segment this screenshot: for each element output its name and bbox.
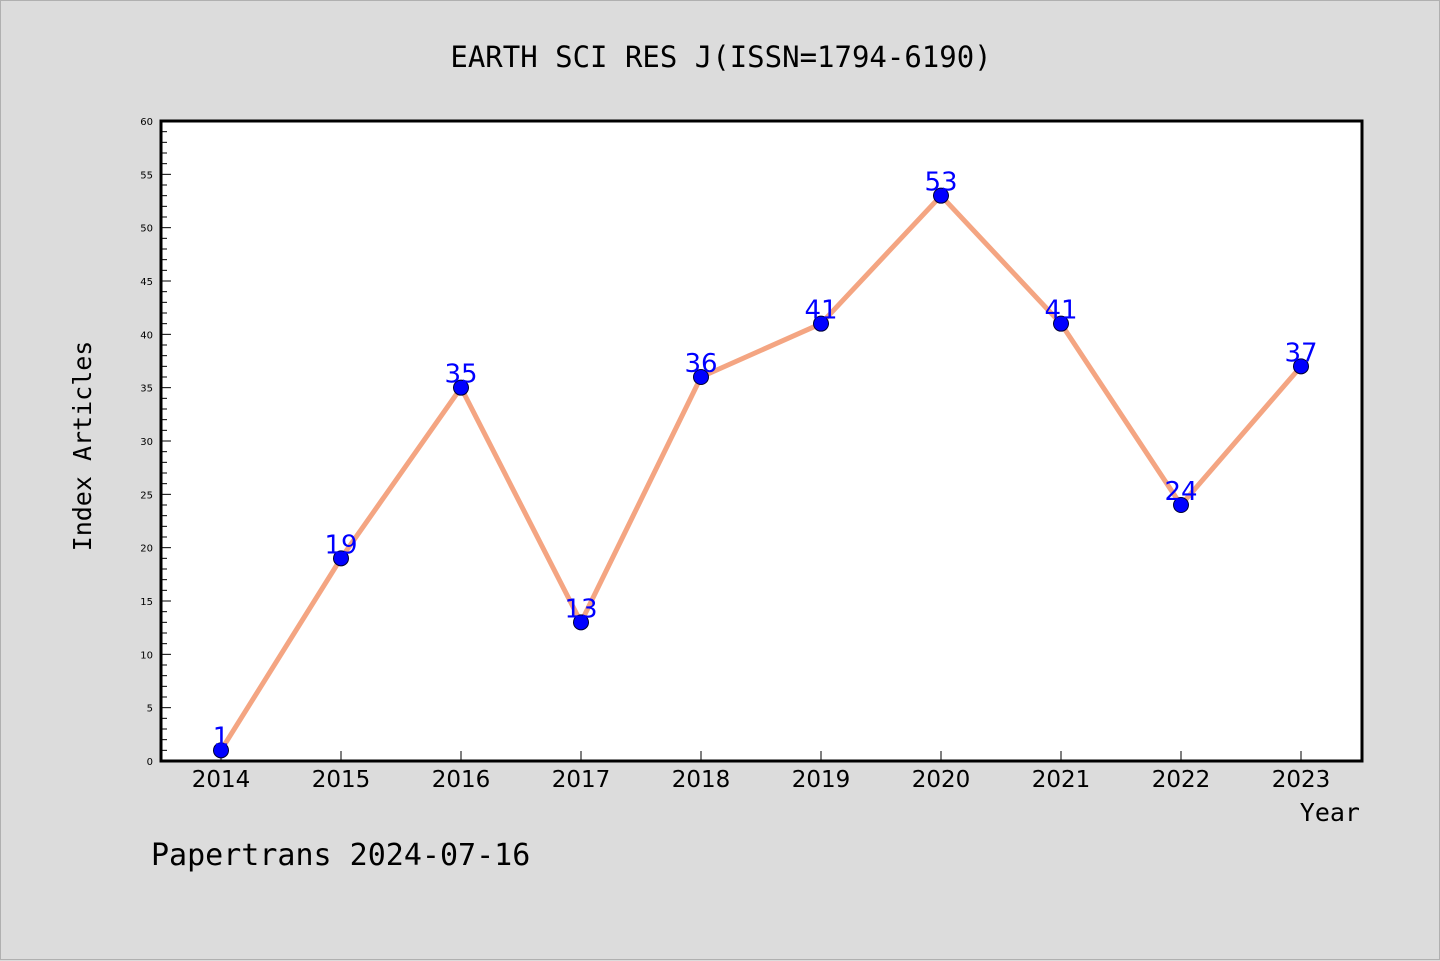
y-tick-label: 60 [140,117,153,128]
data-point [213,742,229,759]
x-tick-label: 2015 [312,767,371,793]
data-point [1053,315,1069,332]
y-tick-label: 15 [140,597,153,608]
x-axis-title: Year [1300,798,1360,827]
data-point [693,369,709,385]
y-axis: 0 5 10 15 20 25 30 35 40 45 50 55 60 [140,117,171,768]
plot-area [159,119,1364,763]
y-tick-label: 45 [140,277,153,288]
x-tick-label: 2022 [1152,767,1211,793]
data-label: 37 [1284,338,1317,368]
data-label: 36 [684,349,717,379]
data-label: 41 [804,296,837,326]
x-tick-label: 2020 [912,767,971,793]
data-point [1173,497,1189,513]
data-label: 41 [1044,296,1077,326]
data-point [333,550,349,567]
y-tick-label: 55 [140,170,153,181]
x-tick-label: 2017 [552,767,611,793]
x-tick-label: 2014 [192,767,251,793]
series-marker-group [213,187,1309,759]
chart-title: EARTH SCI RES J(ISSN=1794-6190) [450,40,991,74]
data-point [813,315,829,332]
y-tick-label: 40 [140,330,153,341]
x-tick-label: 2023 [1272,767,1331,793]
data-label: 35 [444,360,477,390]
y-tick-label: 10 [140,650,153,661]
footer-credit: Papertrans 2024-07-16 [151,838,530,873]
x-tick-label: 2021 [1032,767,1091,793]
data-point [453,379,469,396]
series-line [218,193,1303,752]
data-label: 19 [324,530,357,560]
data-label: 13 [564,594,597,624]
data-point [933,187,949,204]
data-label: 24 [1164,477,1197,507]
y-tick-label: 0 [147,757,153,768]
x-tick-label: 2016 [432,767,491,793]
x-tick-label: 2019 [792,767,851,793]
x-axis: 2014 2015 2016 2017 2018 2019 2020 2021 2022 2023 [192,751,1331,793]
data-point [573,614,589,631]
y-tick-label: 35 [140,384,153,395]
data-label: 1 [213,722,230,752]
y-axis-title: Index Articles [68,341,97,552]
y-tick-label: 30 [140,437,153,448]
y-tick-label: 5 [147,704,153,715]
data-point [1293,358,1309,375]
x-tick-label: 2018 [672,767,731,793]
data-label: 53 [924,168,957,198]
y-tick-label: 20 [140,544,153,555]
series-line-group [218,193,1303,752]
y-tick-label: 25 [140,490,153,501]
y-tick-label: 50 [140,224,153,235]
data-label-group: 1 19 35 13 36 41 53 41 24 37 [213,168,1318,753]
